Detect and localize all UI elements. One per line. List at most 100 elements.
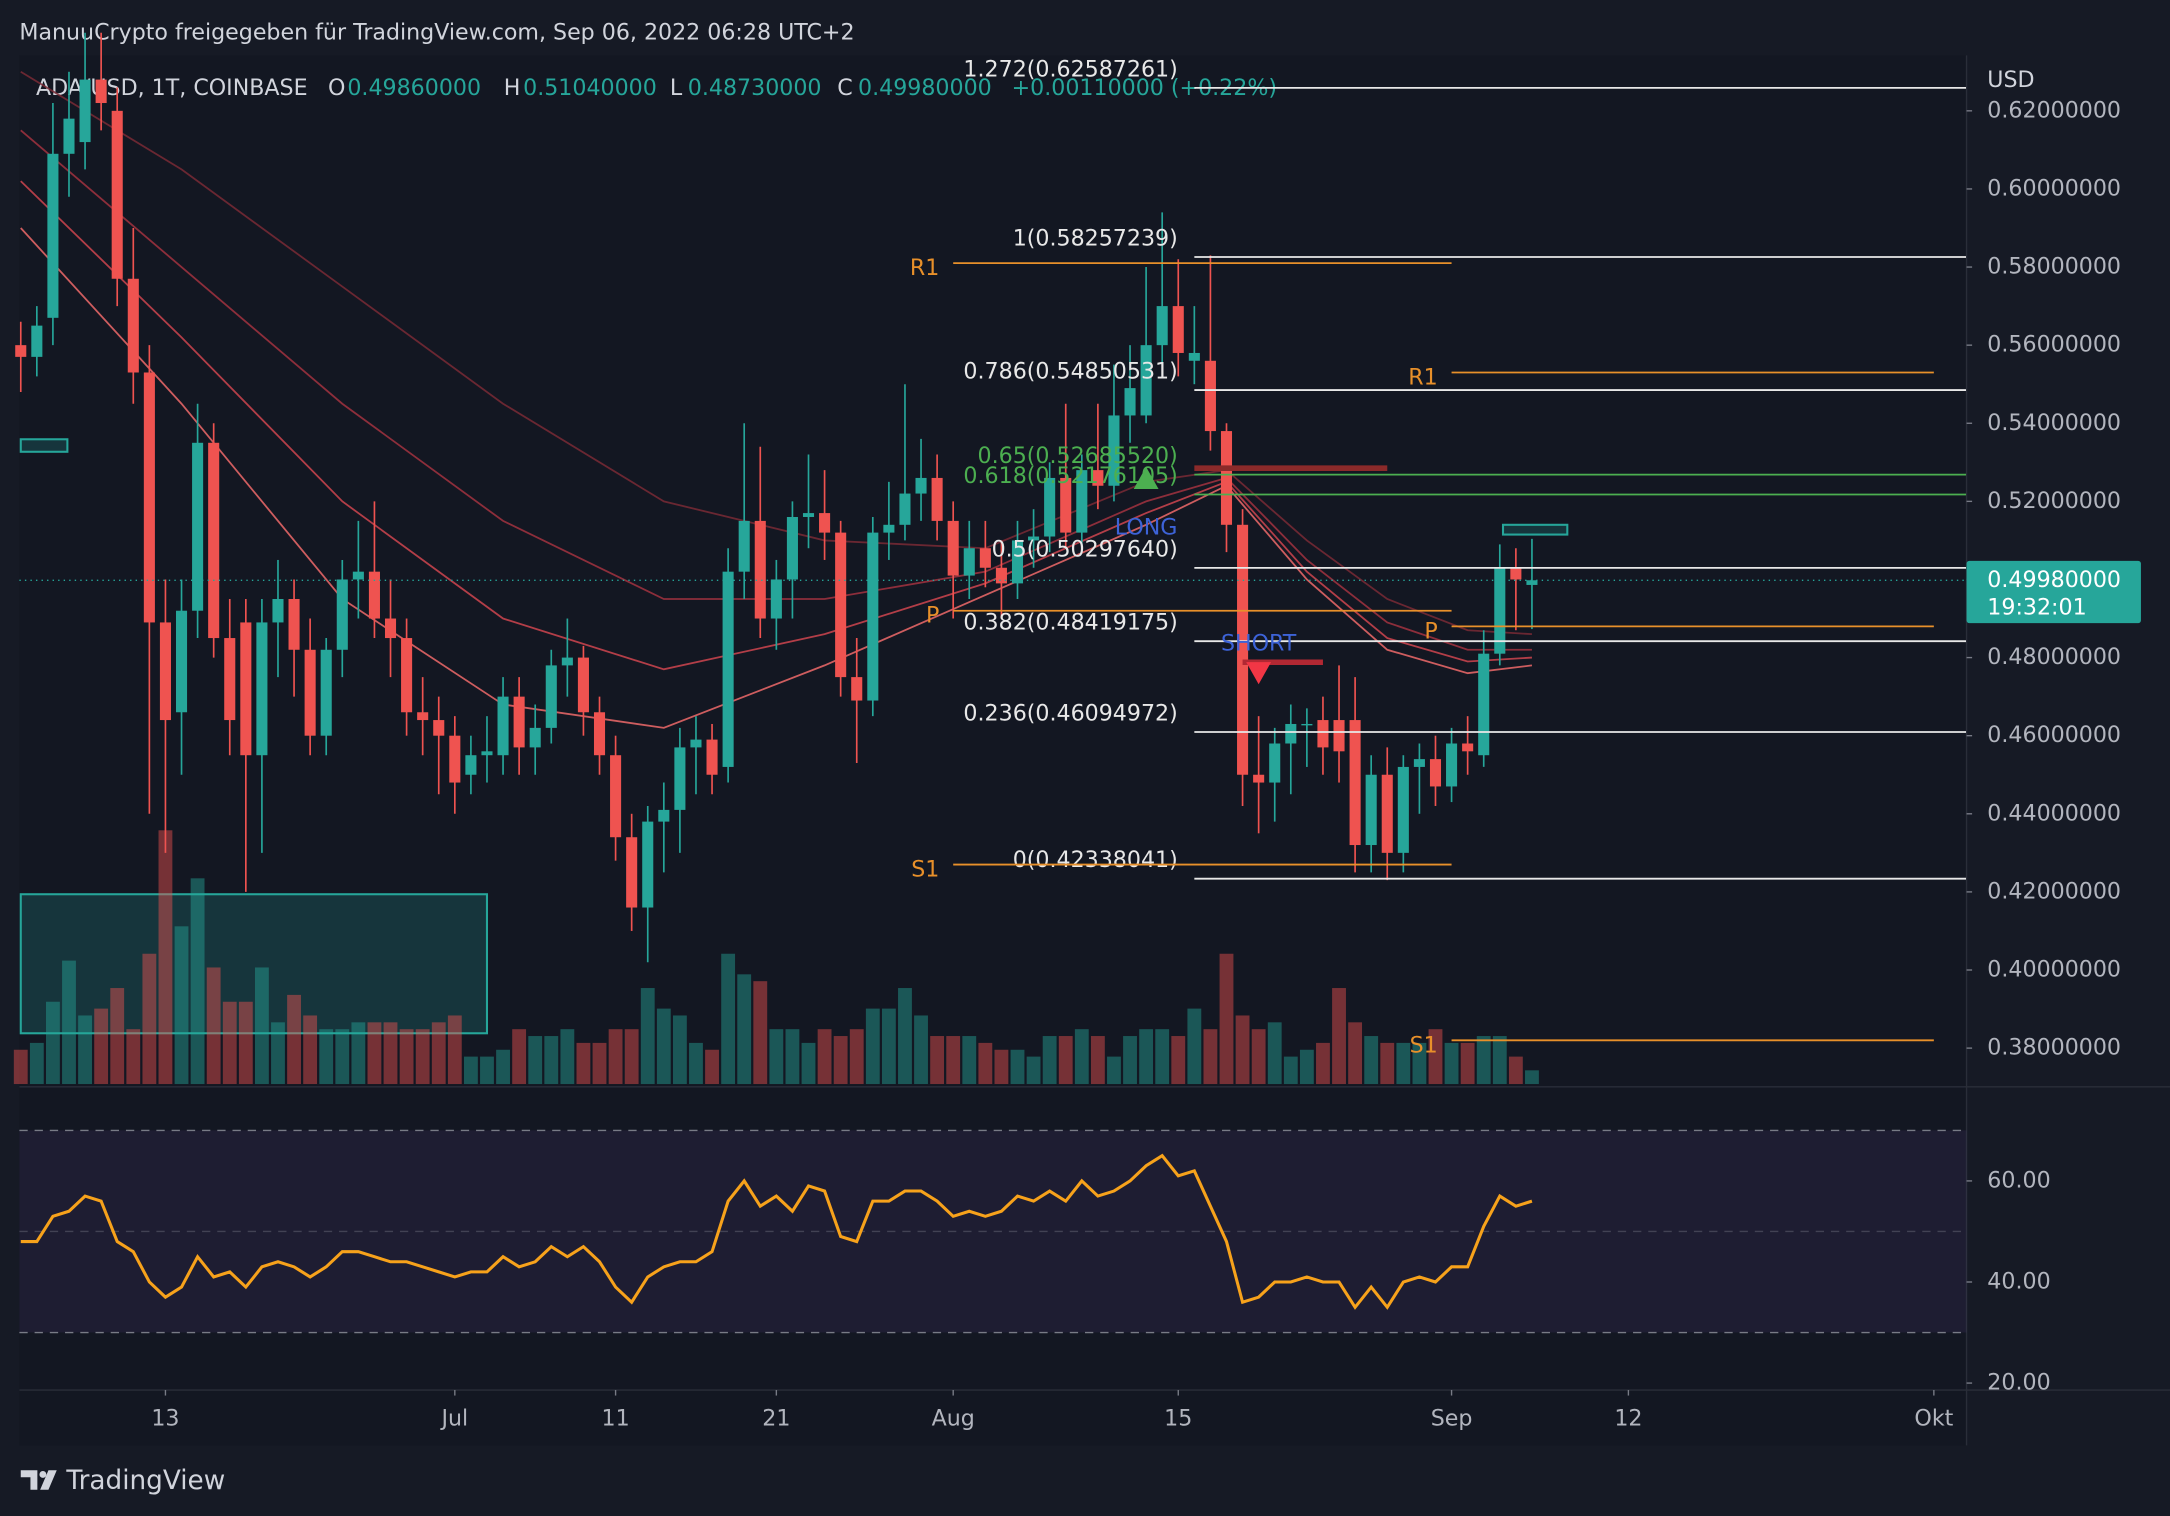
currency: USD <box>1987 67 2034 93</box>
volume-bar <box>672 1015 687 1085</box>
rsi-line <box>20 1153 1533 1310</box>
candle-body <box>320 649 332 736</box>
volume-bar <box>383 1022 398 1085</box>
volume-bar <box>1235 1015 1250 1085</box>
candle-body <box>770 579 782 619</box>
candle-body <box>545 665 557 728</box>
y-tick-label: 0.44000000 <box>1987 800 2121 826</box>
candle-body <box>561 657 573 666</box>
volume-bar <box>849 1029 864 1085</box>
x-tick-label: Okt <box>1914 1406 1953 1432</box>
candle-body <box>224 638 236 721</box>
candle-body <box>1397 766 1409 853</box>
volume-bar <box>769 1029 784 1085</box>
volume-bar <box>480 1056 494 1085</box>
candle-body <box>208 442 220 639</box>
volume-bar <box>431 1022 446 1085</box>
volume-bar <box>1171 1036 1186 1085</box>
y-tick-label: 0.60000000 <box>1987 175 2121 201</box>
volume-bar <box>496 1049 510 1085</box>
volume-bar <box>721 953 736 1085</box>
volume-bar <box>1444 1042 1459 1085</box>
volume-bar <box>367 1022 382 1085</box>
volume-bar <box>994 1049 1009 1085</box>
candle-body <box>79 79 91 143</box>
y-tick-label: 0.48000000 <box>1987 644 2121 670</box>
y-tick-label: 0.40000000 <box>1987 957 2121 983</box>
candle-body <box>1076 470 1088 533</box>
ohlc-value: 0.51040000 <box>523 75 657 101</box>
candle-body <box>915 477 927 494</box>
candle-body <box>288 599 300 650</box>
rsi-tick-label: 20.00 <box>1987 1370 2050 1396</box>
volume-bar <box>656 1008 671 1085</box>
candle-body <box>1188 352 1200 361</box>
candle-body <box>995 567 1007 584</box>
candle-body <box>256 622 268 756</box>
volume-bar <box>78 1015 92 1085</box>
volume-bar <box>801 1042 816 1085</box>
candle-body <box>819 513 831 533</box>
candle-body <box>963 548 975 576</box>
fib-label: 1(0.58257239) <box>1013 226 1178 252</box>
candle-body <box>1220 431 1233 525</box>
brand: TradingView <box>65 1466 225 1496</box>
candle-body <box>1285 723 1297 744</box>
volume-bar <box>1332 988 1346 1085</box>
candle-body <box>802 513 815 517</box>
pivot-label: R1 <box>1408 365 1437 391</box>
candle-body <box>513 696 525 748</box>
pivot-label: S1 <box>911 857 939 883</box>
volume-bar <box>174 926 189 1085</box>
volume-bar <box>399 1029 414 1085</box>
candle-body <box>835 532 847 678</box>
fib-label: 0(0.42338041) <box>1013 847 1178 873</box>
volume-bar <box>13 1049 28 1085</box>
candle-body <box>1478 653 1490 756</box>
x-tick-label: 11 <box>602 1406 630 1432</box>
volume-bar <box>640 988 655 1085</box>
candle-body <box>1140 345 1152 416</box>
x-tick-label: 21 <box>762 1406 790 1432</box>
candle-body <box>1011 540 1024 584</box>
volume-bar <box>689 1042 703 1085</box>
candle-body <box>143 372 155 623</box>
candle-body <box>1462 743 1474 752</box>
volume-bar <box>126 1029 141 1085</box>
candle-body <box>352 571 364 580</box>
zone <box>19 438 69 453</box>
candle-body <box>1365 774 1377 846</box>
candle-body <box>63 118 75 154</box>
volume-bar <box>898 988 912 1085</box>
candle-body <box>497 696 509 756</box>
candle-body <box>47 153 59 318</box>
x-tick-label: Jul <box>439 1406 468 1432</box>
volume-bar <box>254 967 269 1085</box>
rsi-tick-label: 60.00 <box>1987 1167 2050 1193</box>
volume-bar <box>1090 1036 1105 1085</box>
candle-body <box>127 278 139 373</box>
y-tick-label: 0.52000000 <box>1987 488 2121 514</box>
volume-bar <box>1187 1008 1202 1085</box>
symbol: ADA/USD, 1T, COINBASE <box>36 75 308 101</box>
volume-bar <box>1251 1029 1266 1085</box>
candle-body <box>272 599 284 623</box>
candle-body <box>851 677 863 701</box>
fib-label: 1.272(0.62587261) <box>963 56 1177 82</box>
volume-bar <box>271 1022 285 1085</box>
volume-bar <box>1139 1029 1154 1085</box>
volume-bar <box>415 1029 430 1085</box>
candle-body <box>401 638 413 713</box>
last-price-label: 0.49980000 <box>1987 567 2121 593</box>
volume-bar <box>1074 1029 1089 1085</box>
candle-body <box>95 79 107 104</box>
volume-bar <box>865 1008 880 1085</box>
x-tick-label: Aug <box>932 1406 975 1432</box>
volume-bar <box>1316 1042 1330 1085</box>
candle-body <box>899 493 911 525</box>
volume-bar <box>1267 1022 1282 1085</box>
volume-bar <box>1203 1029 1218 1085</box>
ohlc-key: H <box>504 75 521 101</box>
volume-bar <box>1396 1042 1411 1085</box>
